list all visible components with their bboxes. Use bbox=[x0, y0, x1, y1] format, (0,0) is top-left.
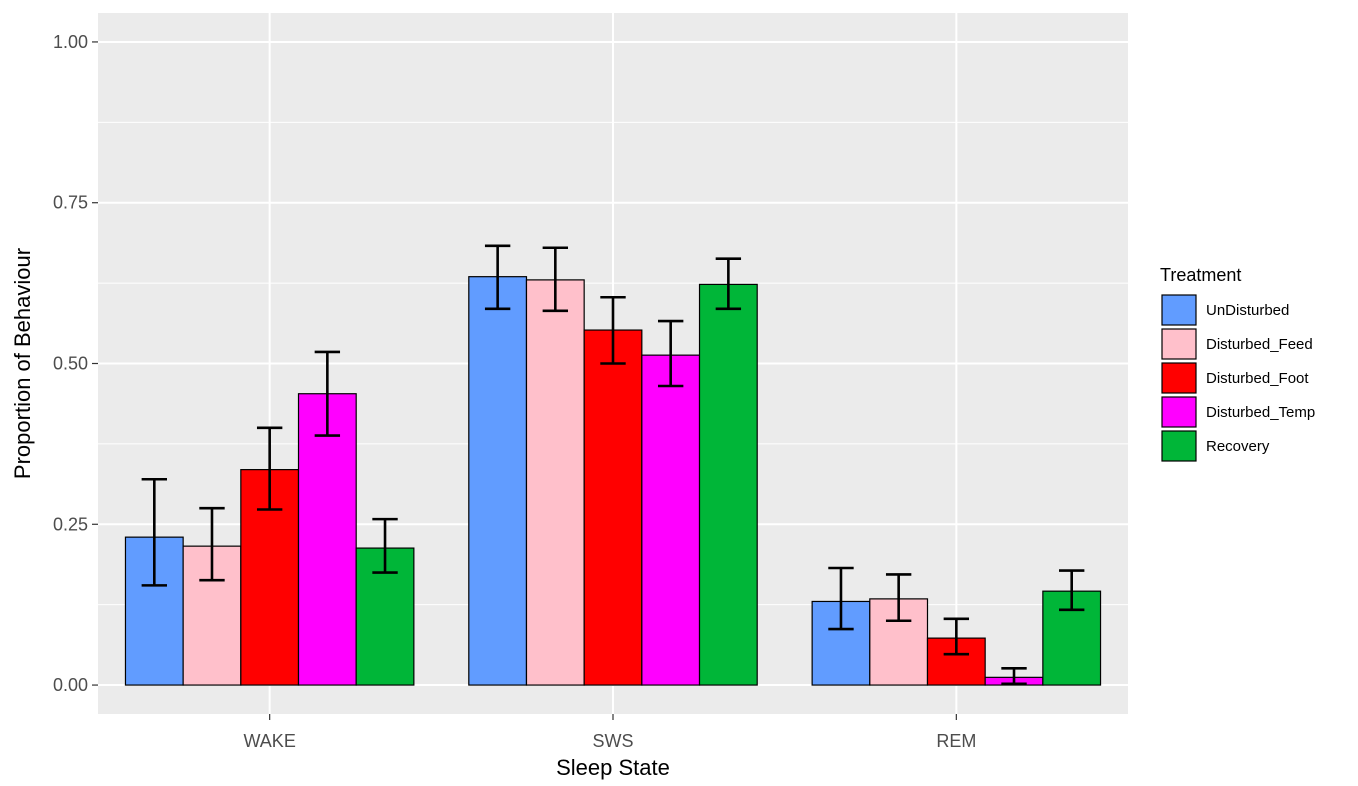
x-axis: WAKE SWS REM bbox=[243, 714, 976, 751]
error-bar-wake-recovery bbox=[372, 517, 398, 574]
legend-item-recovery: Recovery bbox=[1161, 430, 1270, 462]
error-bar-rem-undisturbed bbox=[828, 566, 854, 631]
legend-item-disturbed-foot: Disturbed_Foot bbox=[1161, 362, 1309, 394]
bar-sws-undisturbed bbox=[468, 276, 528, 686]
legend-item-disturbed-temp: Disturbed_Temp bbox=[1161, 396, 1315, 428]
error-bar-sws-disturbed-feed bbox=[542, 246, 569, 313]
error-bar-wake-undisturbed bbox=[141, 477, 167, 587]
x-axis-title: Sleep State bbox=[556, 755, 670, 780]
error-bar-sws-disturbed-foot bbox=[600, 295, 626, 365]
y-tick-label: 0.50 bbox=[53, 354, 88, 374]
y-tick-label: 0.25 bbox=[53, 514, 88, 534]
error-bar-sws-disturbed-temp bbox=[657, 319, 684, 388]
legend-swatch bbox=[1161, 430, 1197, 462]
legend-swatch bbox=[1161, 396, 1197, 428]
x-tick-label: REM bbox=[936, 731, 976, 751]
error-bar-rem-recovery bbox=[1059, 569, 1085, 612]
legend-label: UnDisturbed bbox=[1206, 302, 1289, 319]
bar-sws-disturbed-feed bbox=[525, 279, 585, 686]
bar-sws-disturbed-temp bbox=[641, 354, 701, 686]
y-axis-title: Proportion of Behaviour bbox=[10, 248, 35, 479]
legend-swatch bbox=[1161, 362, 1197, 394]
legend-title: Treatment bbox=[1160, 265, 1241, 285]
legend-label: Recovery bbox=[1206, 438, 1270, 455]
legend-label: Disturbed_Foot bbox=[1206, 370, 1309, 387]
legend-item-disturbed-feed: Disturbed_Feed bbox=[1161, 328, 1313, 360]
error-bar-rem-disturbed-temp bbox=[1001, 667, 1027, 686]
error-bar-sws-recovery bbox=[715, 257, 742, 311]
bar-sws-recovery bbox=[698, 283, 758, 686]
error-bars bbox=[141, 244, 1085, 686]
x-tick-label: WAKE bbox=[243, 731, 295, 751]
legend: Treatment UnDisturbed Disturbed_Feed Distu… bbox=[1160, 265, 1315, 462]
bar-wake-disturbed-temp bbox=[297, 393, 357, 686]
error-bar-rem-disturbed-foot bbox=[943, 617, 970, 656]
error-bar-sws-undisturbed bbox=[484, 244, 511, 311]
y-tick-label: 0.75 bbox=[53, 193, 88, 213]
y-tick-label: 0.00 bbox=[53, 675, 88, 695]
error-bar-wake-disturbed-feed bbox=[199, 506, 225, 582]
error-bar-wake-disturbed-foot bbox=[256, 426, 283, 511]
y-axis: 0.00 0.25 0.50 0.75 1.00 bbox=[53, 32, 98, 695]
legend-swatch bbox=[1161, 294, 1197, 326]
error-bar-rem-disturbed-feed bbox=[885, 573, 912, 623]
bars bbox=[124, 276, 1102, 686]
bar-sws-disturbed-foot bbox=[583, 329, 643, 686]
legend-label: Disturbed_Feed bbox=[1206, 336, 1313, 353]
legend-swatch bbox=[1161, 328, 1197, 360]
y-tick-label: 1.00 bbox=[53, 32, 88, 52]
error-bar-wake-disturbed-temp bbox=[314, 350, 341, 437]
legend-label: Disturbed_Temp bbox=[1206, 404, 1315, 421]
legend-item-undisturbed: UnDisturbed bbox=[1161, 294, 1289, 326]
x-tick-label: SWS bbox=[592, 731, 633, 751]
